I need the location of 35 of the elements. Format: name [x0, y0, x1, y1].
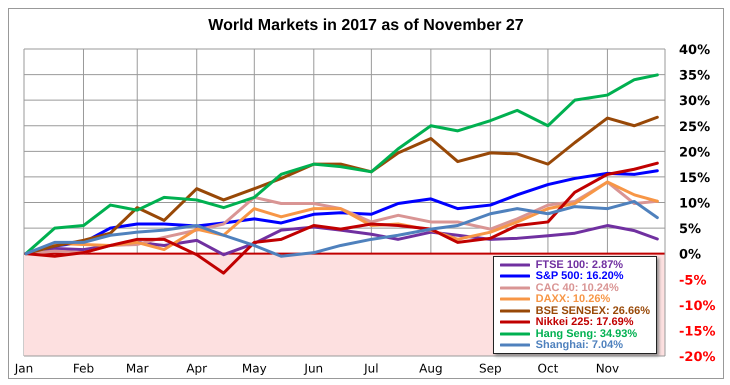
legend-label: Nikkei 225: 17.69% — [536, 316, 634, 328]
y-tick-label: 0% — [679, 248, 702, 263]
legend-label: S&P 500: 16.20% — [536, 270, 624, 282]
x-tick-label: Feb — [72, 362, 94, 376]
y-tick-label: 35% — [679, 68, 710, 84]
chart-title: World Markets in 2017 as of November 27 — [207, 17, 525, 35]
y-tick-label: 20% — [679, 145, 710, 160]
y-tick-label: 10% — [679, 196, 710, 212]
legend-label: FTSE 100: 2.87% — [536, 258, 624, 271]
x-tick-label: Sep — [479, 362, 502, 376]
x-tick-label: Apr — [186, 362, 208, 376]
legend-label: Shanghai: 7.04% — [536, 339, 624, 352]
x-tick-label: May — [242, 362, 267, 376]
x-tick-label: Jun — [303, 362, 324, 376]
legend-label: CAC 40: 10.24% — [536, 282, 619, 294]
x-tick-label: Jul — [363, 362, 379, 376]
legend-label: DAXX: 10.26% — [536, 293, 610, 306]
y-tick-label: 15% — [679, 170, 710, 186]
line-series — [24, 73, 659, 256]
x-tick-label: Nov — [596, 362, 620, 376]
legend-label: BSE SENSEX: 26.66% — [536, 304, 650, 317]
y-tick-label: 40% — [679, 43, 710, 58]
y-tick-label: 5% — [679, 222, 702, 238]
y-tick-label: -20% — [679, 350, 716, 365]
y-tick-label: -15% — [679, 324, 716, 340]
x-tick-label: Oct — [538, 362, 559, 376]
line-series — [24, 200, 659, 258]
x-tick-label: Aug — [419, 362, 443, 376]
x-tick-label: Jan — [14, 362, 34, 376]
y-tick-label: -10% — [679, 298, 716, 314]
y-tick-label: 30% — [679, 94, 710, 110]
y-tick-label: -5% — [679, 273, 706, 288]
legend-label: Hang Seng: 34.93% — [536, 328, 638, 340]
y-tick-label: 25% — [679, 120, 710, 135]
x-tick-label: Mar — [126, 362, 149, 376]
